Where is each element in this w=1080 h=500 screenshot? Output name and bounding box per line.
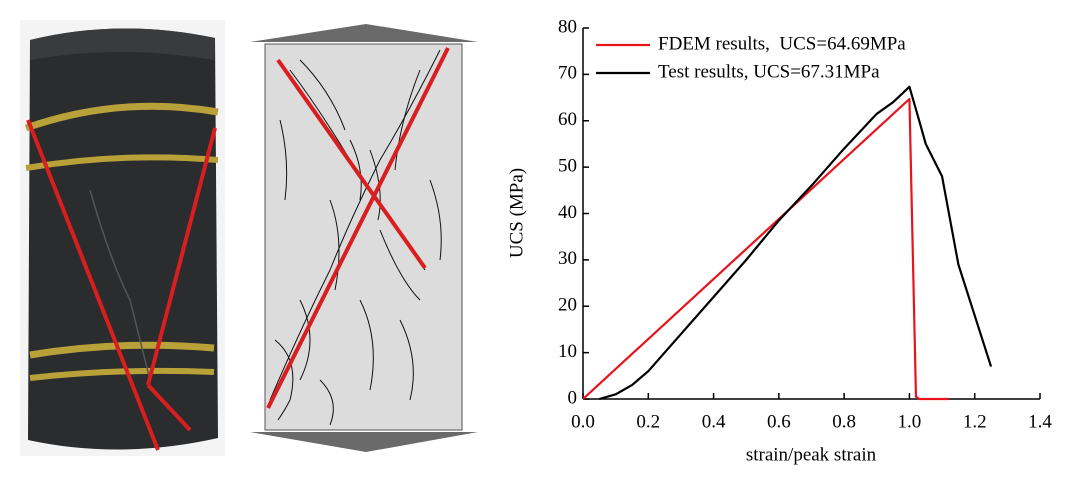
loading-plate xyxy=(250,432,478,452)
legend-label: Test results, UCS=67.31MPa xyxy=(658,61,880,82)
y-tick-label: 10 xyxy=(558,341,577,362)
red-line xyxy=(146,383,192,432)
data-line xyxy=(582,97,949,401)
specimen-model xyxy=(264,43,463,431)
y-axis-label: UCS (MPa) xyxy=(506,168,527,258)
x-tick-label: 0.6 xyxy=(767,411,791,432)
cylinder-top xyxy=(30,28,215,60)
y-tick-label: 30 xyxy=(558,248,577,269)
fdem-diagram xyxy=(250,24,478,452)
x-tick-label: 1.4 xyxy=(1028,411,1052,432)
rubber-band xyxy=(24,102,219,132)
x-tick-label: 0.0 xyxy=(571,411,595,432)
red-line xyxy=(146,127,217,386)
rubber-band xyxy=(25,154,219,171)
y-tick-label: 40 xyxy=(558,202,577,223)
rock-cylinder xyxy=(28,28,218,450)
red-line xyxy=(276,58,427,270)
x-axis-label: strain/peak strain xyxy=(746,444,877,465)
y-tick-label: 20 xyxy=(558,295,577,316)
specimen-photo xyxy=(20,20,225,456)
x-tick-label: 0.2 xyxy=(636,411,660,432)
x-tick-label: 0.8 xyxy=(832,411,856,432)
y-tick-label: 70 xyxy=(558,63,577,84)
crack xyxy=(89,189,151,381)
y-tick-label: 0 xyxy=(568,387,578,408)
x-tick-label: 1.2 xyxy=(963,411,987,432)
y-tick-label: 60 xyxy=(558,109,577,130)
y-tick-label: 80 xyxy=(558,16,577,37)
x-tick-label: 1.0 xyxy=(898,411,922,432)
loading-plate xyxy=(250,24,478,42)
x-tick-label: 0.4 xyxy=(702,411,726,432)
rubber-band xyxy=(29,367,215,381)
data-line xyxy=(599,85,993,401)
legend-label: FDEM results, UCS=64.69MPa xyxy=(658,33,906,54)
y-tick-label: 50 xyxy=(558,155,577,176)
red-line xyxy=(26,119,160,451)
red-line xyxy=(266,47,450,409)
rubber-band xyxy=(29,341,215,359)
